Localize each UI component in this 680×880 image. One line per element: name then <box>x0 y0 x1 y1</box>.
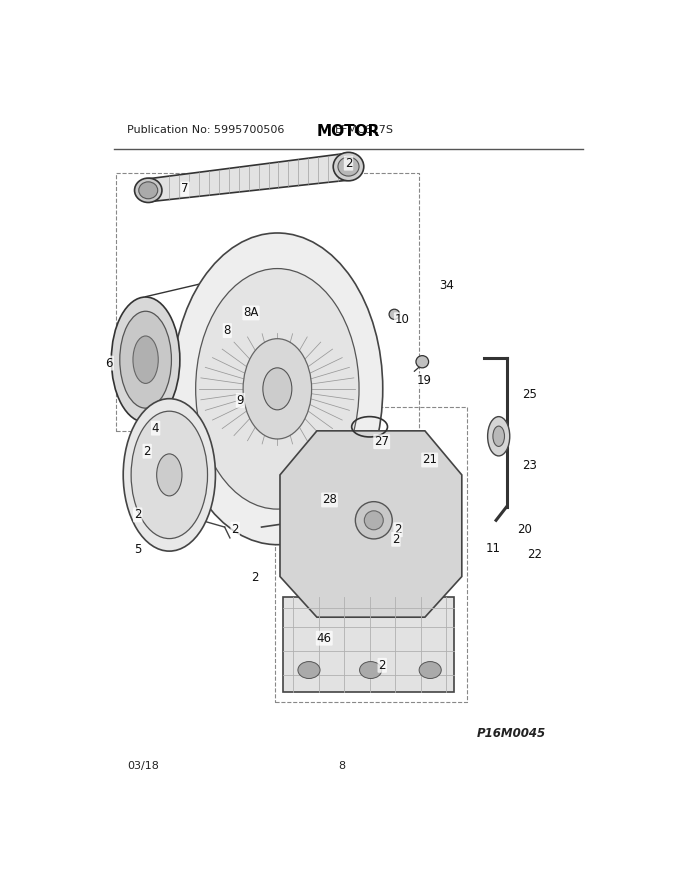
Text: 03/18: 03/18 <box>127 760 159 771</box>
Text: 28: 28 <box>322 494 337 507</box>
Text: 2: 2 <box>394 524 402 536</box>
Ellipse shape <box>120 312 171 408</box>
Text: 10: 10 <box>395 313 409 326</box>
Text: 5: 5 <box>134 543 141 556</box>
Text: 2: 2 <box>379 659 386 671</box>
Text: 2: 2 <box>251 571 258 583</box>
Ellipse shape <box>131 411 207 539</box>
Text: 25: 25 <box>522 388 537 400</box>
Ellipse shape <box>333 152 364 180</box>
Ellipse shape <box>416 356 428 368</box>
Text: 2: 2 <box>231 523 239 536</box>
Polygon shape <box>283 597 454 692</box>
Polygon shape <box>148 153 348 202</box>
Ellipse shape <box>298 662 320 678</box>
Ellipse shape <box>488 416 510 456</box>
Polygon shape <box>280 431 462 617</box>
Text: Publication No: 5995700506: Publication No: 5995700506 <box>127 125 284 135</box>
Ellipse shape <box>338 158 359 176</box>
Text: 9: 9 <box>237 394 244 407</box>
Text: 8: 8 <box>338 760 345 771</box>
Text: 22: 22 <box>528 548 543 561</box>
Ellipse shape <box>364 510 384 530</box>
Text: 27: 27 <box>374 436 389 448</box>
Ellipse shape <box>123 399 216 551</box>
Text: 6: 6 <box>105 356 113 370</box>
Ellipse shape <box>172 233 383 545</box>
Text: 8A: 8A <box>243 306 258 319</box>
Text: 46: 46 <box>317 632 332 645</box>
Ellipse shape <box>139 182 158 199</box>
Text: 2: 2 <box>345 157 352 170</box>
Ellipse shape <box>133 336 158 384</box>
Ellipse shape <box>389 309 400 319</box>
Text: 2: 2 <box>134 509 141 521</box>
Ellipse shape <box>493 426 505 446</box>
Ellipse shape <box>263 368 292 410</box>
Ellipse shape <box>112 297 180 422</box>
Text: MOTOR: MOTOR <box>317 124 380 139</box>
Ellipse shape <box>196 268 359 510</box>
Text: 23: 23 <box>522 458 537 472</box>
Text: 34: 34 <box>439 279 454 291</box>
Text: 2: 2 <box>392 532 400 546</box>
Text: 21: 21 <box>422 453 437 466</box>
Text: EFMC617S: EFMC617S <box>335 125 394 135</box>
Ellipse shape <box>135 178 162 202</box>
Bar <box>275 407 467 702</box>
Text: 19: 19 <box>417 374 432 387</box>
Text: 20: 20 <box>517 524 532 536</box>
Ellipse shape <box>356 502 392 539</box>
Ellipse shape <box>156 454 182 496</box>
Text: 2: 2 <box>143 444 151 458</box>
Text: 11: 11 <box>486 541 500 554</box>
Text: 7: 7 <box>182 182 189 195</box>
Ellipse shape <box>360 662 381 678</box>
Text: 4: 4 <box>152 422 159 435</box>
Ellipse shape <box>243 339 311 439</box>
Ellipse shape <box>419 662 441 678</box>
Text: 8: 8 <box>224 324 231 337</box>
Text: P16M0045: P16M0045 <box>477 727 546 740</box>
Bar <box>116 173 419 431</box>
